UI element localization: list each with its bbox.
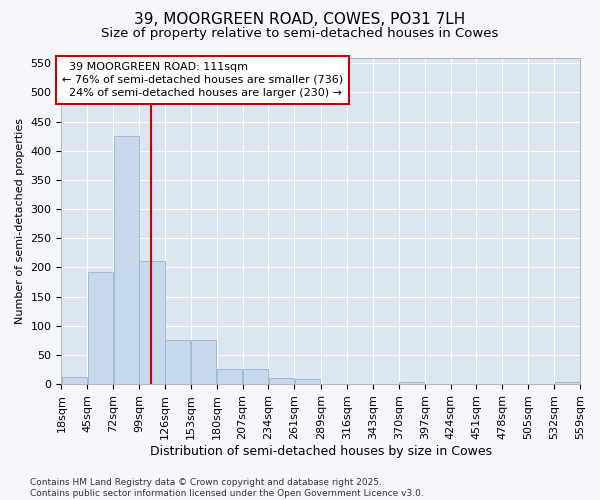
Bar (399, 382, 424, 384)
Bar (295, 380, 320, 384)
Bar (113, 136, 139, 384)
Bar (243, 369, 268, 384)
Text: 39, MOORGREEN ROAD, COWES, PO31 7LH: 39, MOORGREEN ROAD, COWES, PO31 7LH (134, 12, 466, 28)
Text: 39 MOORGREEN ROAD: 111sqm
← 76% of semi-detached houses are smaller (736)
  24% : 39 MOORGREEN ROAD: 111sqm ← 76% of semi-… (62, 62, 343, 98)
Bar (62, 377, 87, 384)
Text: Contains HM Land Registry data © Crown copyright and database right 2025.
Contai: Contains HM Land Registry data © Crown c… (30, 478, 424, 498)
Bar (269, 378, 294, 384)
Text: Size of property relative to semi-detached houses in Cowes: Size of property relative to semi-detach… (101, 28, 499, 40)
X-axis label: Distribution of semi-detached houses by size in Cowes: Distribution of semi-detached houses by … (149, 444, 492, 458)
Bar (554, 382, 580, 384)
Bar (166, 340, 190, 384)
Bar (139, 261, 164, 384)
Bar (88, 272, 113, 384)
Bar (217, 369, 242, 384)
Bar (191, 340, 217, 384)
Y-axis label: Number of semi-detached properties: Number of semi-detached properties (15, 118, 25, 324)
